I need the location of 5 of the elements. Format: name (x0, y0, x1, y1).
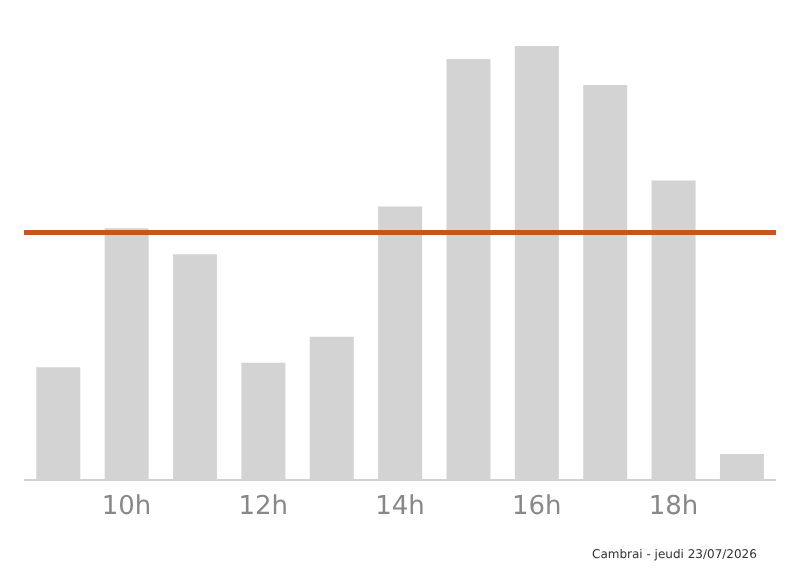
x-tick-label: 18h (648, 492, 699, 523)
x-tick-label: 10h (101, 492, 152, 523)
x-tick-label: 14h (375, 492, 425, 523)
x-tick-label: 12h (238, 492, 289, 523)
x-tick-label: 16h (511, 492, 562, 523)
